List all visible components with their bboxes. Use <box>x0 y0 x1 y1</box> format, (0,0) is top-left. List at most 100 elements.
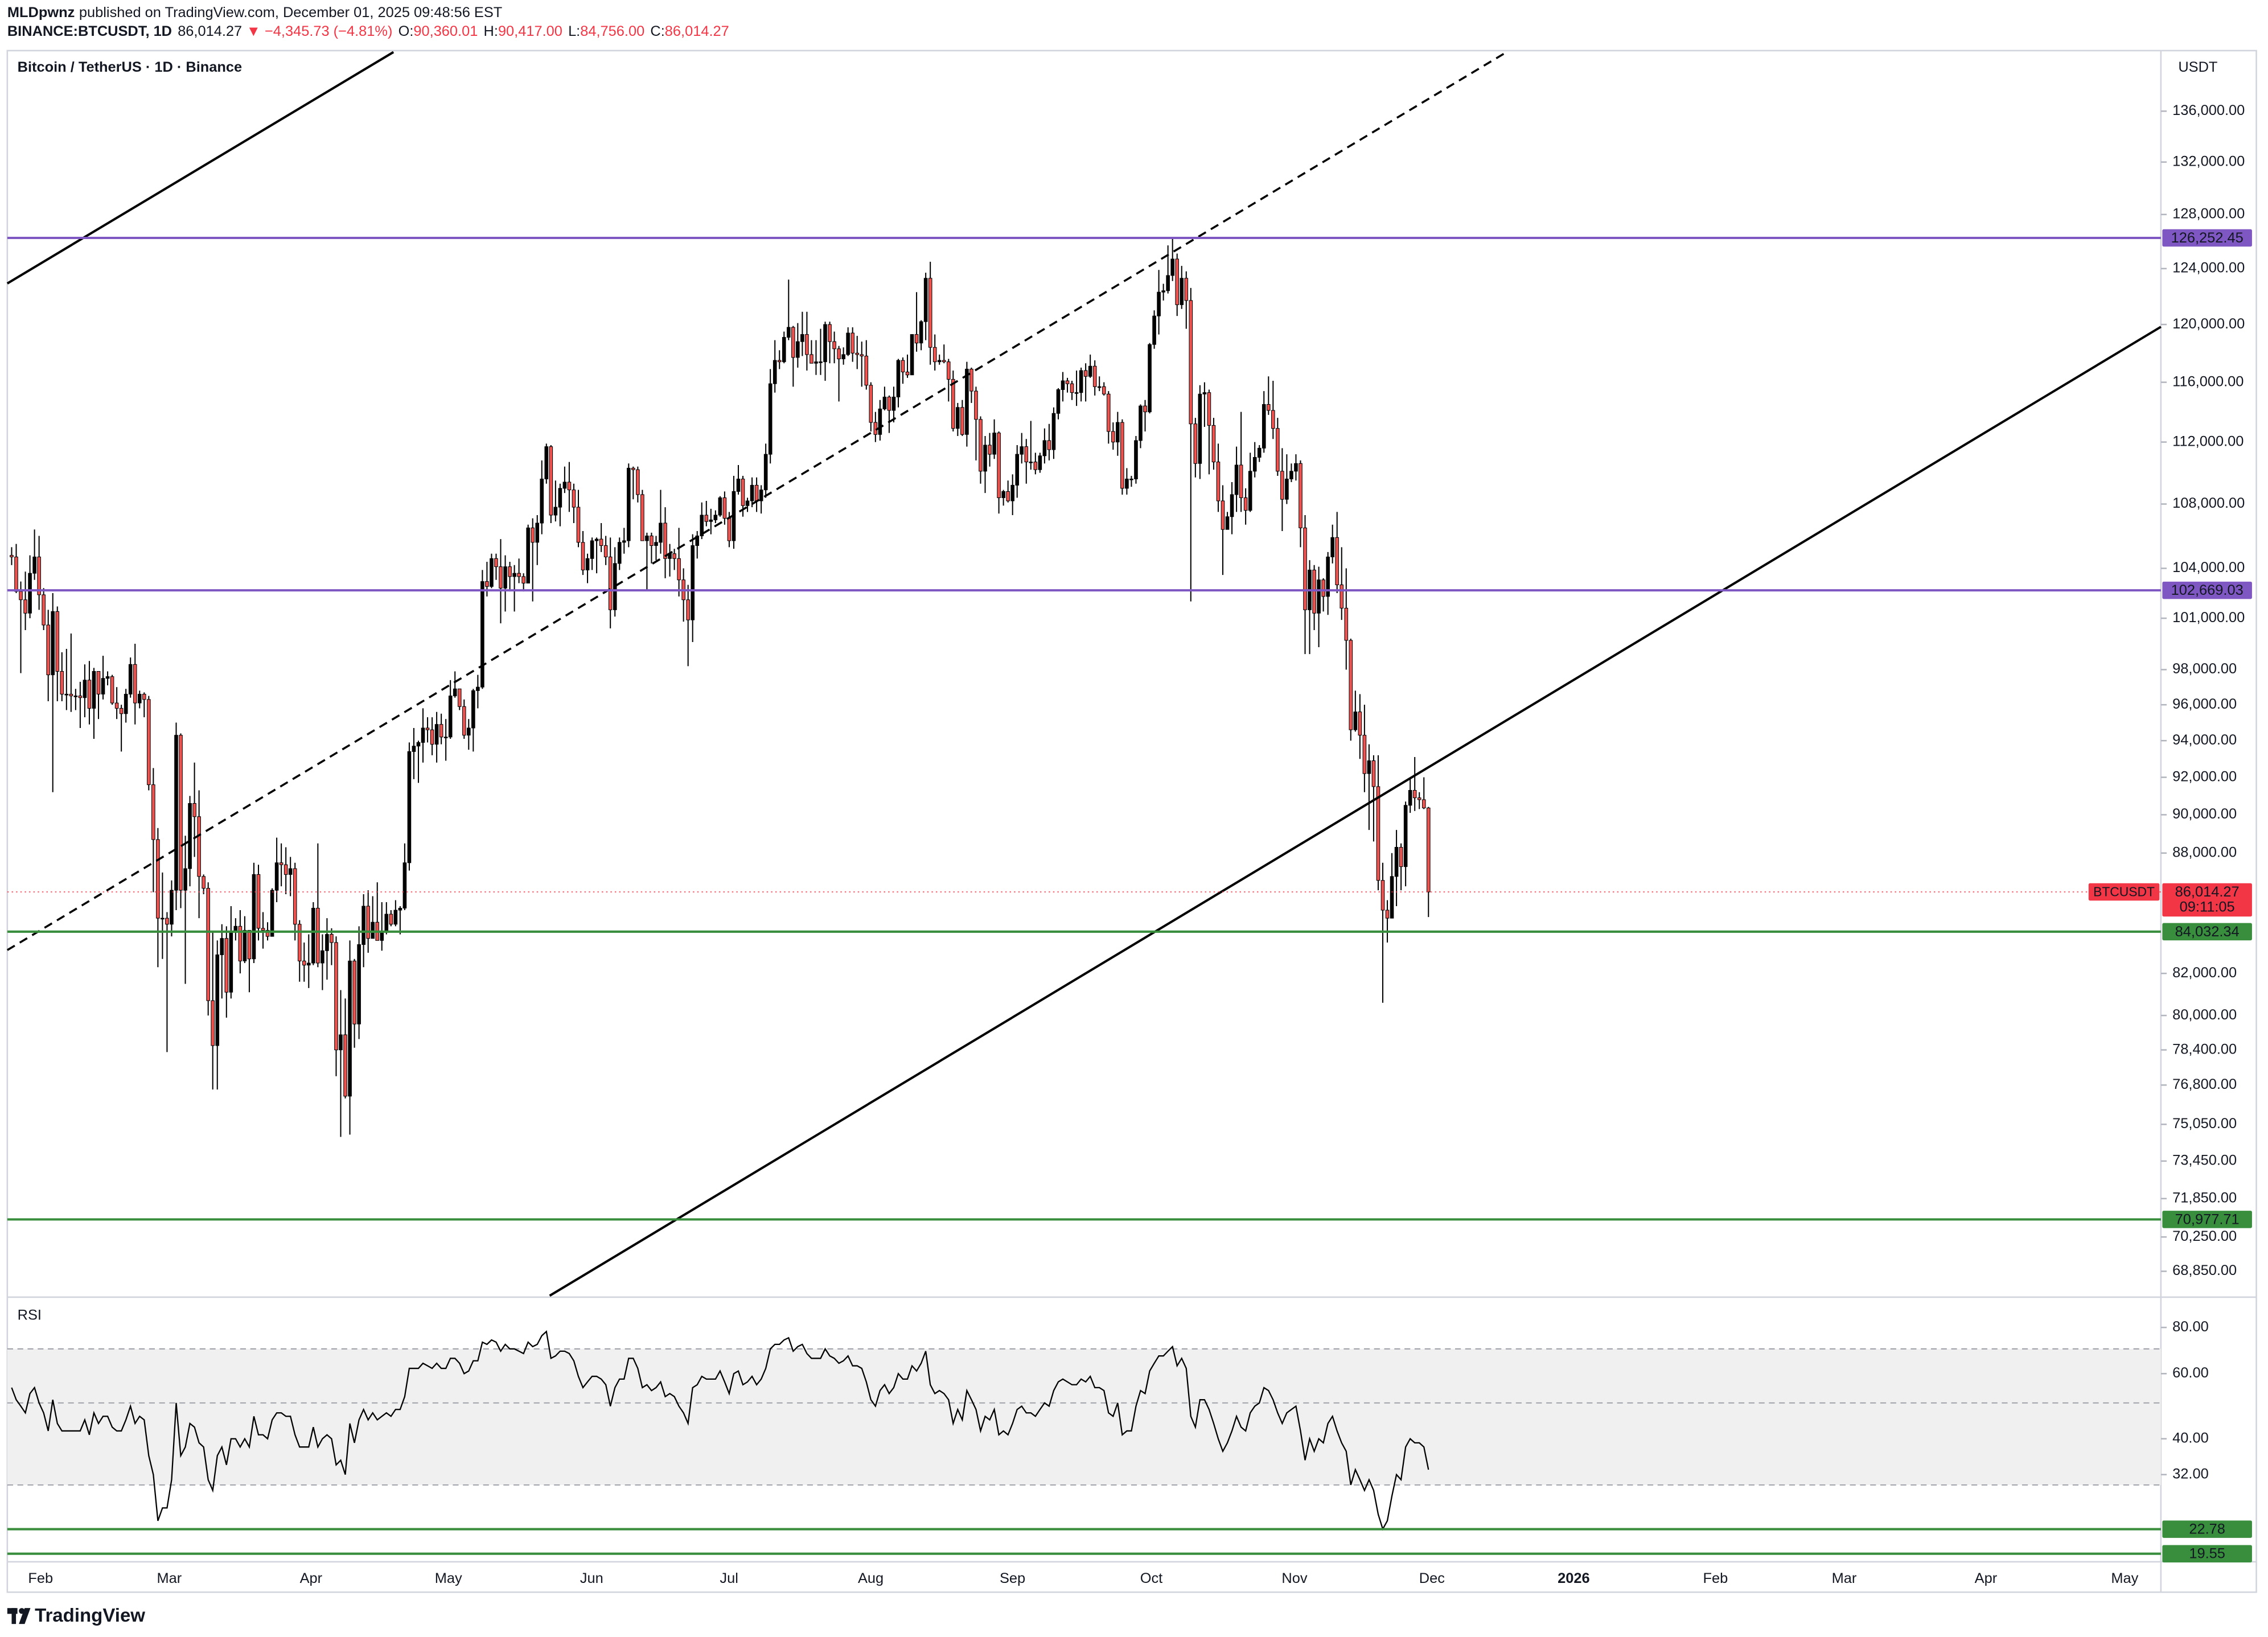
candle-body <box>114 702 119 709</box>
candle-body <box>321 950 324 964</box>
candle-body <box>650 535 654 546</box>
candle-body <box>686 599 690 620</box>
candle-body <box>988 445 992 455</box>
x-tick-label: 2026 <box>1558 1570 1589 1586</box>
candle-body <box>1106 393 1111 432</box>
logo-text: TradingView <box>35 1605 145 1626</box>
candle-body <box>238 926 243 961</box>
candle-body <box>361 906 365 945</box>
candle-body <box>810 354 813 364</box>
y-tick-label: 71,850.00 <box>2172 1190 2237 1206</box>
candle-body <box>270 890 274 937</box>
candle-body <box>339 1034 343 1051</box>
candle-body <box>128 664 133 695</box>
level-label-box <box>2162 1520 2252 1538</box>
candle-body <box>1380 880 1385 911</box>
author: MLDpwnz <box>7 5 75 20</box>
candle-body <box>878 408 882 435</box>
change: ▼ −4,345.73 (−4.81%) <box>246 23 393 39</box>
y-tick-label: 108,000.00 <box>2172 495 2245 511</box>
candle-body <box>119 708 124 714</box>
candle-body <box>1211 425 1216 463</box>
candle-body <box>261 928 265 931</box>
candle-body <box>768 383 773 455</box>
candle-body <box>247 929 252 960</box>
y-tick-label: 76,800.00 <box>2172 1076 2237 1092</box>
candle-body <box>51 611 55 676</box>
candle-body <box>535 523 540 543</box>
candle-body <box>1239 464 1243 498</box>
candle-body <box>645 535 649 541</box>
candle-body <box>142 694 146 700</box>
candle-body <box>521 576 525 584</box>
y-tick-label: 104,000.00 <box>2172 560 2245 575</box>
candle-body <box>576 507 581 543</box>
candle-body <box>73 696 78 697</box>
candle-body <box>1161 290 1165 293</box>
candle-body <box>1394 847 1399 877</box>
candle-body <box>343 1034 347 1097</box>
candle-body <box>969 368 973 392</box>
candle-body <box>919 321 923 344</box>
y-tick-label: 73,450.00 <box>2172 1153 2237 1169</box>
candle-body <box>1134 440 1138 480</box>
candle-body <box>1070 383 1074 393</box>
candle-body <box>1358 711 1362 736</box>
candle-body <box>636 469 640 495</box>
candle-body <box>1157 291 1161 316</box>
header-line-1: MLDpwnz published on TradingView.com, Dec… <box>7 5 502 20</box>
candle-body <box>229 932 233 993</box>
x-tick-label: Oct <box>1140 1570 1163 1586</box>
ohlc-key: H: <box>484 23 498 39</box>
candle-body <box>1024 446 1029 463</box>
candle-body <box>997 433 1001 498</box>
x-tick-label: Dec <box>1419 1570 1445 1586</box>
candle-body <box>215 954 220 1046</box>
ohlc-key: L: <box>568 23 580 39</box>
candle-body <box>1148 344 1152 413</box>
candle-body <box>1092 365 1097 387</box>
candle-body <box>151 784 155 840</box>
y-tick-label: 70,250.00 <box>2172 1228 2237 1244</box>
candle-body <box>891 396 896 411</box>
x-tick-label: Feb <box>1703 1570 1728 1586</box>
candle-body <box>503 566 507 589</box>
candle-body <box>796 341 800 358</box>
candle-body <box>55 611 60 672</box>
candle-body <box>1006 491 1010 501</box>
trendline <box>6 51 395 285</box>
candle-body <box>174 735 178 891</box>
candle-body <box>1317 579 1321 614</box>
candle-body <box>42 594 46 626</box>
candle-body <box>1180 278 1184 305</box>
level-label-box <box>2162 581 2252 599</box>
candle-body <box>1097 386 1102 388</box>
candle-body <box>471 690 475 729</box>
candle-body <box>1280 471 1284 500</box>
candle-body <box>1139 405 1143 441</box>
candle-body <box>179 735 183 891</box>
candle-body <box>256 874 261 929</box>
x-tick-label: May <box>435 1570 462 1586</box>
candle-body <box>581 542 585 570</box>
candle-body <box>293 868 297 925</box>
candle-body <box>1061 380 1065 390</box>
candle-body <box>476 686 480 691</box>
candle-body <box>956 407 960 429</box>
candle-body <box>672 553 676 559</box>
x-tick-label: Jun <box>580 1570 603 1586</box>
ohlc-value: 90,360.01 <box>413 23 478 39</box>
candle-body <box>348 960 352 1097</box>
candle-body <box>462 706 466 736</box>
ohlc-value: 86,014.27 <box>665 23 729 39</box>
candle-body <box>1257 447 1262 458</box>
x-tick-label: Jul <box>720 1570 738 1586</box>
candle-body <box>805 334 809 355</box>
last-price: 86,014.27 <box>178 23 242 39</box>
chart-title: Bitcoin / TetherUS · 1D · Binance <box>18 59 243 75</box>
candle-body <box>1234 464 1239 495</box>
candle-body <box>594 538 599 541</box>
candle-body <box>626 467 631 541</box>
candle-body <box>700 515 704 537</box>
